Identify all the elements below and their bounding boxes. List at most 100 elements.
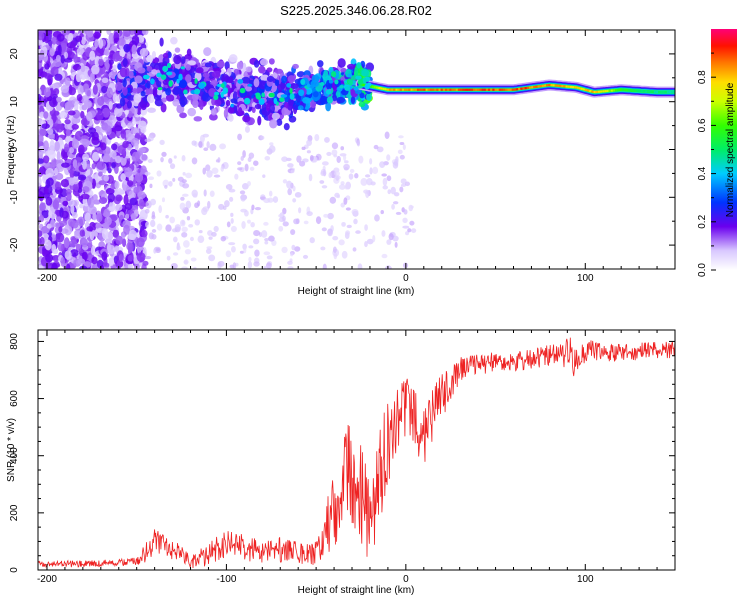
- spectrogram-faint-point: [211, 232, 217, 237]
- spectrogram-faint-point: [309, 174, 313, 181]
- spectrogram-bright-spot: [221, 92, 224, 98]
- spectrogram-faint-point: [208, 236, 212, 239]
- spectrogram-faint-point: [402, 226, 409, 229]
- spectrogram-faint-point: [150, 220, 155, 227]
- spectrogram-noise-blob: [79, 203, 83, 208]
- spectrogram-ridge-core: [578, 88, 580, 89]
- spectrogram-noise-blob: [137, 191, 146, 199]
- spectrogram-faint-point: [245, 164, 249, 172]
- spectrogram-faint-point: [298, 207, 301, 213]
- spectrogram-noise-blob: [93, 84, 98, 94]
- spectrogram-noise-blob: [86, 226, 93, 231]
- spectrogram-noise-blob: [141, 154, 147, 160]
- spectrogram-cluster-blob: [123, 86, 128, 96]
- spectrogram-faint-point: [393, 201, 398, 204]
- spectrogram-faint-point: [269, 142, 273, 145]
- spectrogram-noise-blob: [81, 65, 86, 72]
- spectrogram-noise-blob: [68, 218, 75, 226]
- spectrogram-cluster-blob: [252, 107, 256, 113]
- spectrogram-faint-point: [382, 254, 388, 258]
- spectrogram-cluster-blob: [327, 96, 333, 103]
- spectrogram-faint-point: [400, 155, 405, 160]
- spectrogram-bright-spot: [213, 95, 218, 100]
- spectrogram-bright-spot: [298, 89, 304, 96]
- spectrogram-noise-blob: [93, 32, 100, 39]
- spectrogram-faint-point: [182, 155, 186, 161]
- spectrogram-faint-point: [218, 204, 224, 210]
- spectrogram-faint-point: [281, 247, 287, 253]
- spectrogram-faint-point: [332, 149, 338, 156]
- spectrogram-faint-point: [307, 150, 311, 153]
- spectrogram-noise-blob: [72, 64, 81, 70]
- spectrogram-bright-spot: [183, 90, 188, 95]
- spectrogram-faint-point: [387, 189, 391, 194]
- spectrogram-cluster-blob: [298, 105, 304, 110]
- spectrogram-faint-point: [323, 169, 326, 176]
- spectrogram-noise-blob: [114, 125, 122, 131]
- spectrogram-noise-blob: [105, 239, 112, 244]
- spectrogram-noise-blob: [71, 41, 76, 48]
- spectrogram-noise-blob: [128, 264, 133, 269]
- spectrogram-cluster-blob: [359, 101, 366, 107]
- spectrogram-ridge-core: [585, 90, 587, 91]
- spectrogram-faint-point: [324, 137, 330, 143]
- spectrogram-bright-spot: [256, 92, 261, 99]
- spectrogram-cluster-blob: [254, 78, 260, 87]
- spectrogram-faint-point: [249, 152, 254, 158]
- spectrogram-cluster-blob: [187, 49, 192, 57]
- spectrogram-faint-point: [398, 135, 404, 138]
- spectrogram-faint-point: [253, 261, 259, 266]
- spectrogram-faint-point: [409, 221, 414, 226]
- spectrogram-faint-point: [314, 134, 319, 141]
- spectrogram-noise-blob: [89, 51, 95, 61]
- spectrogram-faint-point: [210, 191, 215, 197]
- spectrogram-faint-point: [152, 229, 156, 233]
- spectrogram-cluster-blob: [203, 47, 211, 56]
- spectrogram-faint-point: [151, 215, 155, 220]
- spectrogram-noise-blob: [80, 111, 84, 119]
- spectrogram-noise-blob: [54, 111, 60, 116]
- spectrogram-noise-blob: [134, 143, 138, 151]
- spectrogram-cluster-blob: [336, 97, 345, 103]
- spectrogram-cluster-blob: [356, 63, 360, 69]
- spectrogram-noise-blob: [87, 197, 94, 208]
- spectrogram-faint-point: [231, 246, 236, 253]
- spectrogram-faint-point: [165, 215, 169, 219]
- spectrogram-cluster-blob: [224, 108, 228, 118]
- spectrogram-noise-blob: [109, 101, 113, 110]
- spectrogram-noise-blob: [127, 122, 133, 129]
- spectrogram-noise-blob: [48, 210, 52, 218]
- spectrogram-noise-blob: [121, 129, 126, 139]
- spectrogram-faint-point: [342, 251, 348, 259]
- spectrogram-faint-point: [229, 197, 233, 202]
- spectrogram-faint-point: [218, 261, 225, 267]
- spectrogram-bright-spot: [280, 94, 287, 97]
- spectrogram-cluster-blob: [141, 104, 146, 110]
- spectrogram-noise-blob: [92, 264, 98, 273]
- spectrogram-faint-point: [195, 219, 200, 225]
- colorbar-label: Normalized spectral amplitude: [725, 82, 736, 217]
- spectrogram-faint-point: [306, 139, 312, 145]
- spectrogram-cluster-blob: [123, 44, 130, 53]
- spectrogram-bright-spot: [166, 71, 172, 75]
- spectrogram-faint-point: [180, 203, 186, 210]
- spectrogram-faint-point: [255, 207, 261, 210]
- spectrogram-faint-point: [181, 232, 187, 238]
- spectrogram-faint-point: [407, 228, 411, 232]
- spectrogram-faint-point: [185, 249, 191, 254]
- spectrogram-bright-spot: [274, 98, 278, 104]
- spectrogram-noise-blob: [58, 226, 62, 232]
- spectrogram-noise-blob: [123, 194, 128, 205]
- spectrogram-cluster-blob: [203, 73, 210, 78]
- spectrogram-bright-spot: [247, 84, 252, 87]
- spectrogram-cluster-blob: [260, 59, 268, 66]
- spectrogram-faint-point: [226, 250, 232, 257]
- spectrogram-cluster-blob: [194, 116, 203, 121]
- colorbar-tick-label: 0.4: [697, 166, 708, 180]
- x-tick-label: 100: [577, 574, 594, 585]
- spectrogram-noise-blob: [101, 251, 107, 260]
- spectrogram-noise-blob: [44, 63, 49, 70]
- spectrogram-faint-point: [253, 239, 259, 245]
